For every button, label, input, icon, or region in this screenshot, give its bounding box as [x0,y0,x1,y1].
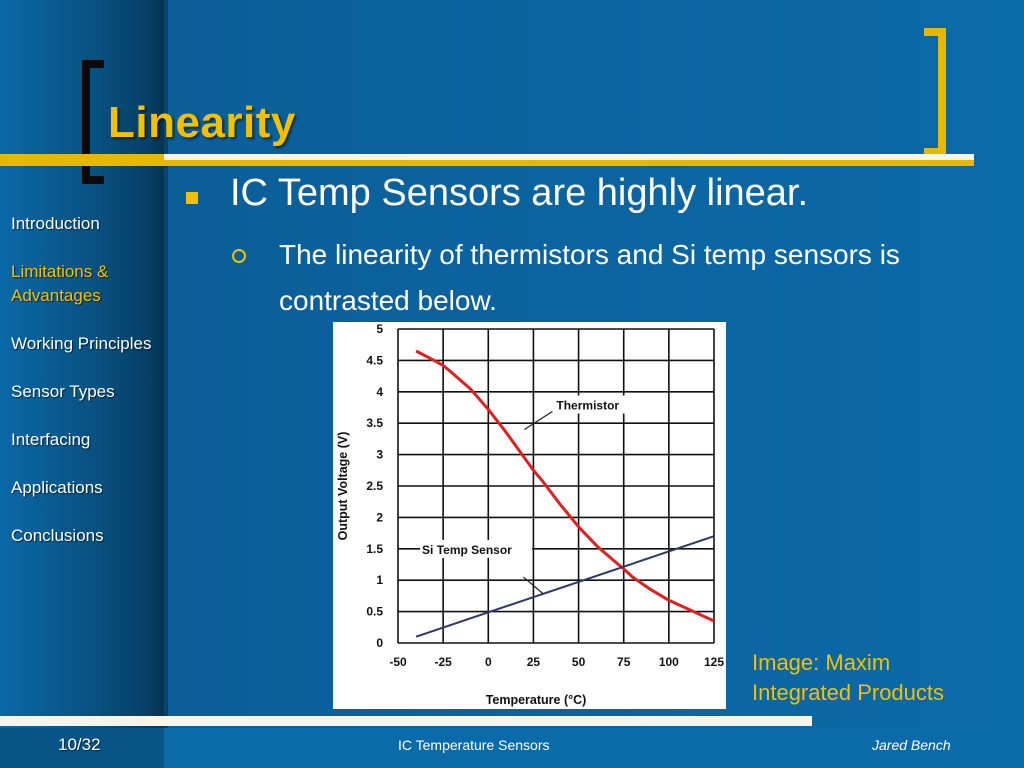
left-bracket-decoration [82,60,104,184]
title-rule [0,154,974,166]
sub-bullet-text: The linearity of thermistors and Si temp… [279,239,900,316]
x-tick-label: 25 [527,655,541,669]
x-tick-label: 100 [659,655,679,669]
x-tick-label: 0 [485,655,492,669]
nav-item-conclusions[interactable]: Conclusions [11,526,104,545]
sidebar-nav: Introduction Limitations & Advantages Wo… [11,212,161,572]
y-tick-label: 1 [376,573,383,587]
circle-bullet-icon [232,249,246,263]
nav-item-working-principles[interactable]: Working Principles [11,334,152,353]
nav-item-introduction[interactable]: Introduction [11,214,100,233]
y-tick-label: 3 [376,448,383,462]
chart-svg: -50 -25 0 25 50 75 100 125 0 0.5 1 1.5 2 2.5 3 3.5 4 4.5 5… [336,322,724,707]
thermistor-leader-line [524,410,553,430]
image-credit: Image: Maxim Integrated Products [752,648,944,708]
thermistor-series-line [415,349,715,623]
footer-author: Jared Bench [872,737,951,753]
x-tick-label: 125 [704,655,724,669]
nav-item-interfacing[interactable]: Interfacing [11,430,91,449]
y-tick-label: 4 [376,385,383,399]
footer-page-box [0,728,164,768]
y-tick-label: 2 [376,510,383,524]
nav-item-applications[interactable]: Applications [11,478,103,497]
y-axis-title: Output Voltage (V) [336,432,350,541]
image-credit-line-2: Integrated Products [752,680,945,705]
x-tick-label: 75 [617,655,631,669]
footer-bar [0,728,1024,768]
main-bullet: IC Temp Sensors are highly linear. [186,172,808,215]
image-credit-line-1: Image: Maxim [752,650,891,675]
y-tick-label: 3.5 [366,416,383,430]
sidebar-shadow [150,0,168,728]
footer-rule [0,716,812,726]
y-tick-label: 0.5 [366,605,383,619]
y-tick-label: 0 [376,636,383,650]
x-tick-label: 50 [572,655,586,669]
slide-title: Linearity [108,98,296,147]
x-tick-label: -25 [434,655,452,669]
page-number: 10/32 [58,735,101,754]
si-sensor-leader-line [523,576,544,595]
thermistor-annotation: Thermistor [556,398,619,412]
square-bullet-icon [186,192,198,204]
nav-item-sensor-types[interactable]: Sensor Types [11,382,115,401]
si-sensor-series-line [415,535,715,638]
y-tick-label: 2.5 [366,479,383,493]
nav-item-limitations-advantages[interactable]: Limitations & Advantages [11,262,109,305]
thermistor-label-bg [554,395,635,414]
y-tick-label: 1.5 [366,542,383,556]
footer-title: IC Temperature Sensors [398,737,550,753]
x-axis-title: Temperature (°C) [486,693,587,707]
right-bracket-decoration [924,28,946,156]
y-tick-label: 4.5 [366,353,383,367]
si-sensor-label-bg [420,539,533,558]
y-tick-label: 5 [376,322,383,336]
sub-bullet: The linearity of thermistors and Si temp… [232,232,912,324]
linearity-chart: -50 -25 0 25 50 75 100 125 0 0.5 1 1.5 2 2.5 3 3.5 4 4.5 5… [333,322,726,709]
si-sensor-annotation: Si Temp Sensor [422,543,512,557]
main-bullet-text: IC Temp Sensors are highly linear. [230,172,809,214]
x-tick-label: -50 [389,655,407,669]
title-rule-left [0,154,164,166]
